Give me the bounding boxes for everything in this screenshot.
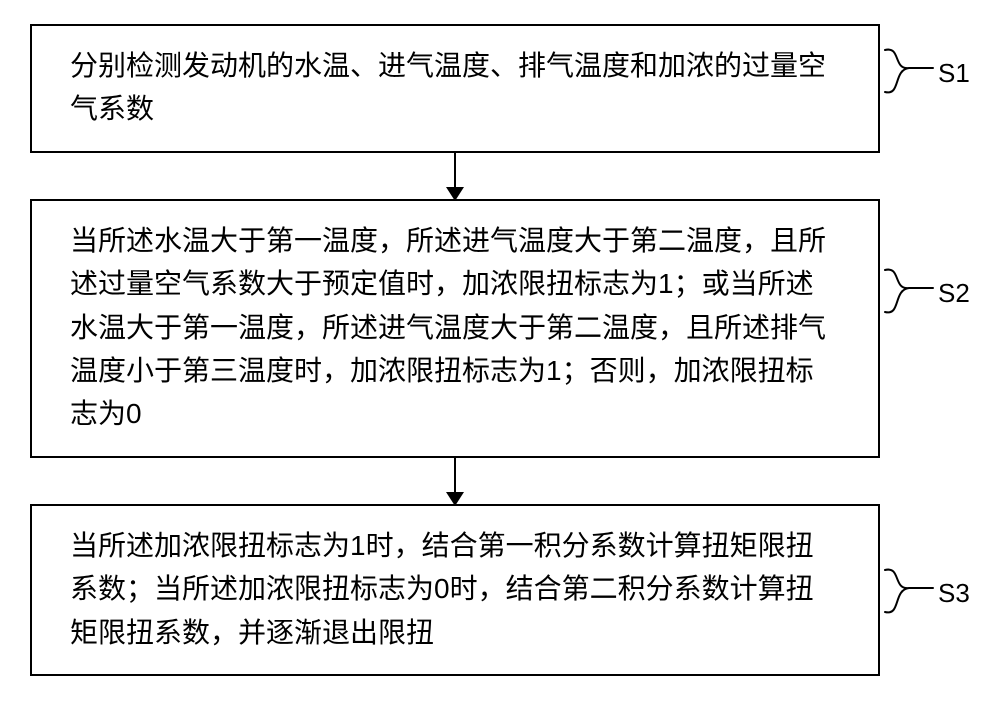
step-box-s2: 当所述水温大于第一温度，所述进气温度大于第二温度，且所述过量空气系数大于预定值时… bbox=[30, 199, 880, 458]
arrow-s2-s3 bbox=[30, 458, 880, 504]
step-box-s3: 当所述加浓限扭标志为1时，结合第一积分系数计算扭矩限扭系数；当所述加浓限扭标志为… bbox=[30, 504, 880, 676]
step-text-s2: 当所述水温大于第一温度，所述进气温度大于第二温度，且所述过量空气系数大于预定值时… bbox=[70, 225, 826, 430]
curly-s2 bbox=[883, 268, 943, 314]
arrow-s1-s2 bbox=[30, 153, 880, 199]
curly-s1 bbox=[883, 48, 943, 94]
step-label-s1: S1 bbox=[938, 58, 970, 89]
step-text-s3: 当所述加浓限扭标志为1时，结合第一积分系数计算扭矩限扭系数；当所述加浓限扭标志为… bbox=[70, 530, 814, 648]
step-box-s1: 分别检测发动机的水温、进气温度、排气温度和加浓的过量空气系数 bbox=[30, 24, 880, 153]
step-label-s2: S2 bbox=[938, 278, 970, 309]
curly-s3 bbox=[883, 568, 943, 614]
step-text-s1: 分别检测发动机的水温、进气温度、排气温度和加浓的过量空气系数 bbox=[70, 50, 826, 124]
step-label-s3: S3 bbox=[938, 578, 970, 609]
flowchart: 分别检测发动机的水温、进气温度、排气温度和加浓的过量空气系数 当所述水温大于第一… bbox=[30, 24, 970, 676]
